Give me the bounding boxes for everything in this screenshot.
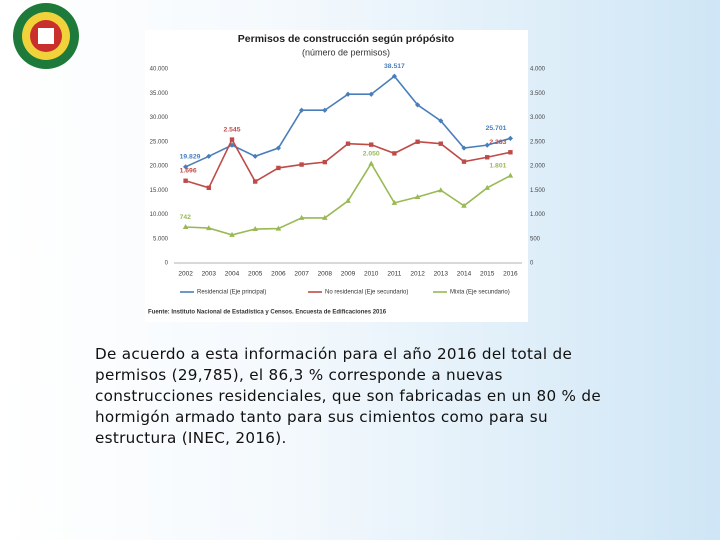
y2-tick-label: 1.000 [530,212,546,218]
x-tick-label: 2008 [318,271,333,278]
marker [345,91,351,97]
y2-tick-label: 0 [530,261,534,267]
legend-label: Residencial (Eje principal) [197,290,266,296]
chart-box [145,30,528,322]
data-label: 2.283 [489,139,506,146]
marker [368,91,374,97]
x-tick-label: 2015 [480,271,495,278]
marker [275,225,282,231]
y-tick-label: 35.000 [150,91,169,97]
source: Fuente: Instituto Nacional de Estadístic… [148,310,387,316]
marker [252,153,258,159]
marker [508,150,513,155]
marker [253,179,258,184]
y-tick-label: 5.000 [153,236,169,242]
marker [345,197,351,203]
y2-tick-label: 1.500 [530,188,546,194]
y2-tick-label: 2.000 [530,164,546,170]
x-tick-label: 2007 [294,271,309,278]
y-tick-label: 15.000 [150,188,169,194]
marker [298,214,305,220]
x-tick-label: 2010 [364,271,379,278]
chart-title: Permisos de construcción según própósito [238,33,454,45]
y2-tick-label: 3.500 [530,91,546,97]
marker [461,202,467,208]
data-label: 38.517 [384,63,405,70]
data-label: 742 [180,214,192,221]
marker [392,151,397,156]
y-tick-label: 10.000 [150,212,169,218]
y-tick-label: 20.000 [150,164,169,170]
marker [438,118,444,124]
marker [461,159,467,164]
data-label: 25.701 [486,125,507,132]
chart-subtitle: (número de permisos) [302,47,390,57]
logo [13,3,79,69]
marker [299,107,305,113]
x-tick-label: 2009 [341,271,356,278]
marker [322,214,328,220]
y-tick-label: 25.000 [150,139,169,145]
marker [206,153,212,159]
marker [299,162,304,167]
data-label: 19.829 [180,154,201,161]
marker [369,142,374,147]
marker [206,185,211,191]
marker [484,184,490,190]
marker [276,165,281,171]
y2-tick-label: 500 [530,236,541,242]
marker [391,73,397,79]
marker [322,159,327,165]
legend-label: No residencial (Eje secundario) [325,290,408,296]
marker [229,137,235,142]
marker [461,145,467,151]
x-tick-label: 2013 [434,271,449,278]
marker [206,225,212,231]
y2-tick-label: 3.000 [530,115,546,121]
y-tick-label: 40.000 [150,67,169,73]
x-tick-label: 2014 [457,271,472,278]
marker [275,145,281,151]
data-label: 2.050 [363,150,380,157]
x-tick-label: 2012 [410,271,425,278]
marker [391,199,398,205]
x-tick-label: 2006 [271,271,286,278]
legend-label: Mixta (Eje secundario) [450,290,510,296]
x-tick-label: 2004 [225,271,240,278]
marker [345,141,351,146]
x-tick-label: 2003 [202,271,217,278]
data-label: 1.696 [180,168,197,175]
y-tick-label: 0 [165,261,169,267]
marker [438,141,443,146]
marker [415,102,421,108]
marker [507,172,514,178]
marker [252,226,258,232]
marker [368,160,374,166]
marker [183,178,188,183]
x-tick-label: 2011 [387,271,401,278]
y-tick-label: 30.000 [150,115,169,121]
marker [183,164,189,170]
y2-tick-label: 2.500 [530,139,546,145]
data-label: 2.545 [223,126,240,133]
y2-tick-label: 4.000 [530,67,546,73]
x-tick-label: 2002 [178,271,193,278]
marker [485,155,490,160]
marker [414,194,421,200]
x-tick-label: 2016 [503,271,518,278]
marker [229,231,235,237]
marker [438,187,444,193]
data-label: 1.801 [489,162,506,169]
marker [484,142,490,148]
marker [507,135,513,141]
marker [322,107,328,113]
x-tick-label: 2005 [248,271,263,278]
paragraph: De acuerdo a esta información para el añ… [95,345,602,447]
marker [182,224,189,230]
marker [415,139,420,144]
